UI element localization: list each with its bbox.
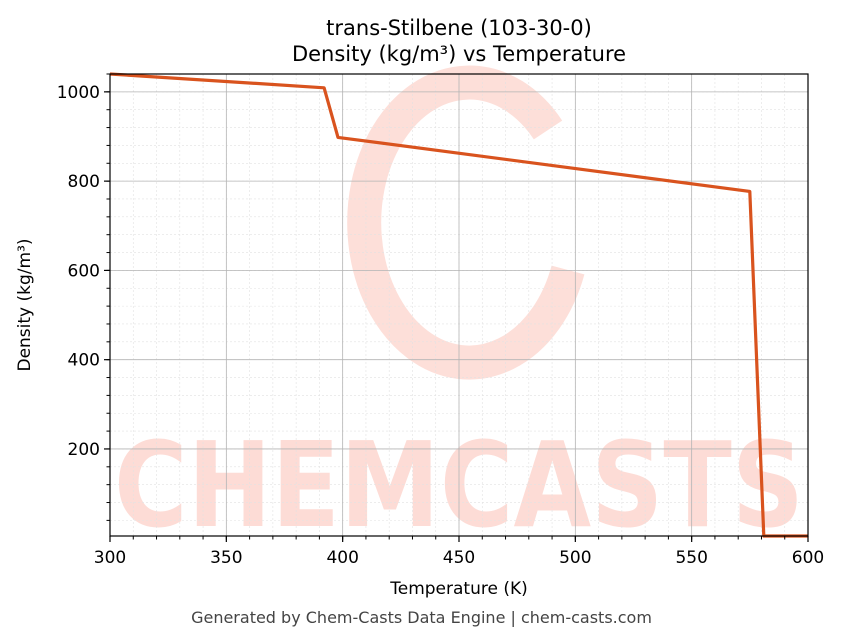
- axis-ticks: 300 350 400 450 500 550 600 200 400 600 800 1000: [57, 73, 824, 568]
- y-tick-label: 600: [68, 261, 100, 281]
- major-grid: [109, 74, 809, 536]
- x-tick-label: 300: [94, 548, 126, 568]
- y-tick-label: 1000: [57, 83, 100, 103]
- x-tick-label: 350: [210, 548, 242, 568]
- x-tick-label: 500: [559, 548, 591, 568]
- x-axis-label: Temperature (K): [389, 579, 528, 599]
- chart-subtitle: Density (kg/m³) vs Temperature: [292, 42, 626, 66]
- y-tick-label: 400: [68, 351, 100, 371]
- chart-title: trans-Stilbene (103-30-0): [326, 16, 592, 40]
- y-axis-label: Density (kg/m³): [15, 238, 35, 371]
- x-tick-label: 550: [675, 548, 707, 568]
- y-tick-label: 800: [68, 172, 100, 192]
- watermark-logo-ring: [347, 65, 585, 380]
- x-tick-label: 450: [443, 548, 475, 568]
- x-tick-label: 400: [326, 548, 358, 568]
- x-tick-label: 600: [792, 548, 824, 568]
- footer-credit: Generated by Chem-Casts Data Engine | ch…: [191, 608, 652, 627]
- y-tick-label: 200: [68, 440, 100, 460]
